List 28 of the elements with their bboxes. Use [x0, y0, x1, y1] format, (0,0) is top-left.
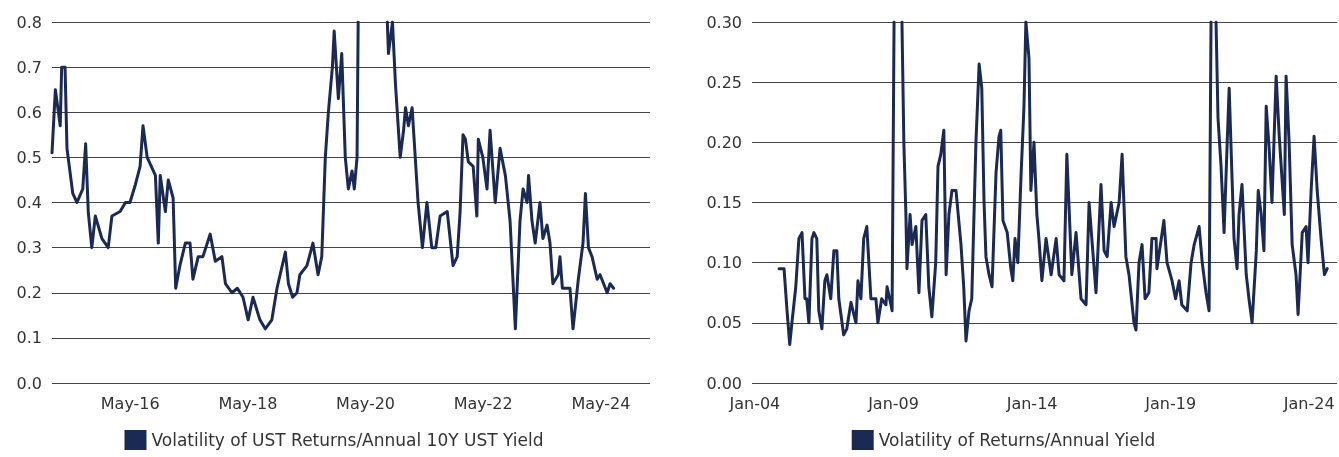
x-tick-label: May-22 — [453, 393, 513, 413]
y-tick-label: 0.7 — [16, 57, 42, 77]
y-tick-label: 0.25 — [706, 72, 742, 92]
y-tick-label: 0.15 — [706, 193, 742, 212]
x-tick-label: May-18 — [218, 393, 278, 413]
y-tick-label: 0.30 — [706, 12, 742, 32]
x-tick-label: Jan-24 — [1282, 393, 1335, 413]
x-tick-label: Jan-04 — [728, 393, 781, 413]
y-tick-label: 0.20 — [706, 132, 742, 152]
y-tick-label: 0.3 — [16, 238, 42, 258]
y-tick-label: 0.8 — [16, 12, 42, 32]
y-tick-label: 0.4 — [16, 193, 42, 212]
x-tick-label: May-20 — [336, 393, 396, 413]
y-tick-label: 0.0 — [16, 373, 42, 393]
x-tick-label: Jan-14 — [1005, 393, 1058, 413]
x-tick-label: May-24 — [571, 393, 631, 413]
legend-label: Volatility of Returns/Annual Yield — [878, 430, 1156, 450]
x-tick-label: Jan-09 — [867, 393, 919, 413]
y-tick-label: 0.6 — [16, 102, 42, 122]
y-tick-label: 0.05 — [706, 313, 742, 333]
y-tick-label: 0.00 — [706, 373, 742, 393]
x-tick-label: May-16 — [100, 393, 160, 413]
y-tick-label: 0.10 — [706, 253, 742, 273]
legend-label: Volatility of UST Returns/Annual 10Y UST Yield — [151, 430, 544, 450]
y-tick-label: 0.1 — [16, 328, 42, 348]
y-tick-label: 0.2 — [16, 283, 42, 303]
y-tick-label: 0.5 — [16, 147, 42, 167]
x-tick-label: Jan-19 — [1144, 393, 1197, 413]
